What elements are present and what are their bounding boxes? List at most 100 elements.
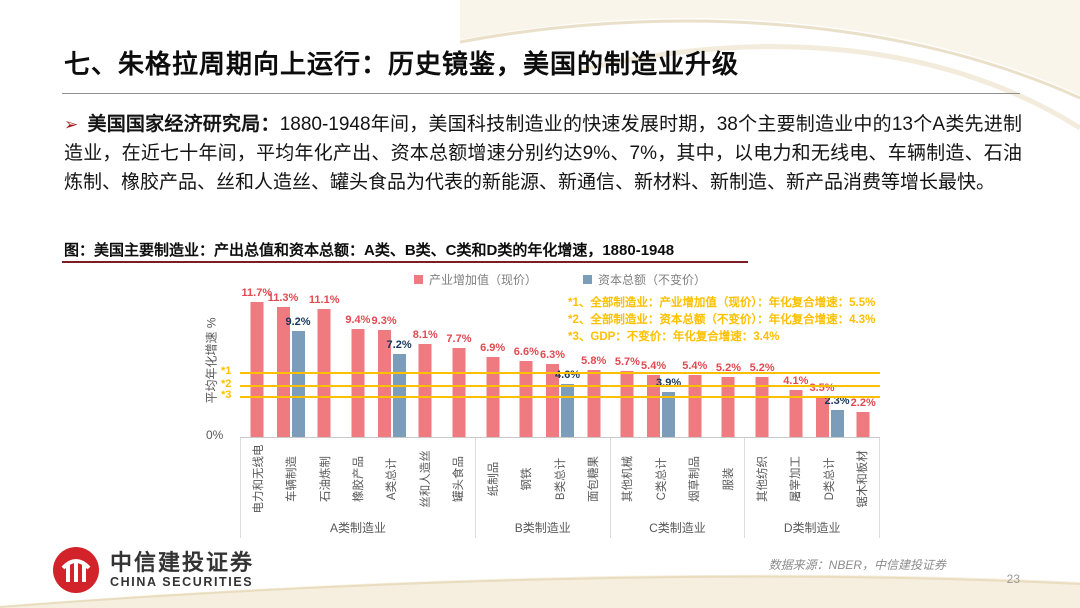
bar-output (546, 364, 560, 437)
bar-value-label-output: 2.2% (850, 396, 876, 409)
bar-pair (789, 389, 803, 437)
bar-value-label-output: 11.3% (267, 291, 299, 304)
category-label: 锯木和板材 (846, 438, 879, 519)
bar-slot: 7.7% (442, 287, 476, 437)
category-label-text: 其他纺织 (757, 455, 770, 502)
bar-output (815, 396, 829, 437)
bar-slot: 8.1% (408, 287, 442, 437)
bar-capital (662, 392, 676, 437)
category-label: C类总计 (644, 438, 677, 519)
category-label: 电力和无线电 (241, 438, 274, 519)
bar-pair (587, 370, 601, 437)
group-label: C类制造业 (649, 521, 706, 535)
bar-capital (291, 330, 305, 437)
bar-output (620, 371, 634, 437)
bar-value-label-output: 5.2% (715, 362, 742, 374)
bar-output (647, 374, 661, 437)
y-axis-label: 平均年化增速 % (204, 317, 219, 404)
category-label-row: 纸制品 钢铁 B类总计 面包糖果 (476, 438, 610, 519)
page-title: 七、朱格拉周期向上运行：历史镜鉴，美国的制造业升级 (64, 49, 740, 79)
chart-annotations: *1、全部制造业：产业增加值（现价）：年化复合增速：5.5% *2、全部制造业：… (568, 295, 875, 346)
bar-value-label-output: 9.3% (371, 314, 397, 327)
legend-label: 资本总额（不变价） (598, 273, 707, 287)
bar-pair (647, 374, 676, 437)
group-label: A类制造业 (329, 521, 386, 535)
legend-label: 产业增加值（现价） (428, 273, 537, 287)
category-label: 车辆制造 (274, 438, 307, 519)
category-label: 丝和人造丝 (408, 438, 441, 519)
bar-output (377, 329, 391, 437)
bar-value-label-capital: 7.2% (386, 338, 412, 351)
category-label-text: 屠宰加工 (790, 455, 803, 502)
data-source-note: 数据来源：NBER，中信建投证券 (768, 558, 946, 572)
category-label: 纸制品 (476, 438, 509, 519)
category-label-text: B类总计 (554, 457, 567, 500)
category-label-text: 石油炼制 (319, 455, 332, 502)
category-label-text: 锯木和板材 (857, 449, 870, 508)
category-label-text: 橡胶产品 (352, 455, 365, 502)
chart-title: 图：美国主要制造业：产出总值和资本总额：A类、B类、C类和D类的年化增速，188… (64, 242, 675, 259)
bar-slot: 5.4% 3.9% (641, 287, 681, 437)
bar-value-label-output: 3.5% (809, 381, 835, 394)
bar-value-label-output: 11.7% (241, 287, 273, 299)
bar-value-label-output: 6.6% (513, 345, 539, 358)
chart-title-divider (62, 261, 748, 263)
chart-plot-area: 11.7% 11.3% 9.2% 11.1% 9.4% 9.3% 7.2% 8.1% 7.7% 6… (221, 287, 880, 437)
category-label: 其他纺织 (745, 438, 778, 519)
category-label-text: 丝和人造丝 (419, 449, 432, 508)
bar-pair (250, 302, 264, 437)
bar-capital (561, 383, 575, 437)
title-divider (62, 93, 1020, 94)
chart-legend: 产业增加值（现价） 资本总额（不变价） (240, 271, 880, 288)
bar-slot: 4.1% (779, 287, 813, 437)
logo-emblem-icon (53, 547, 99, 593)
bar-pair (755, 377, 769, 437)
bar-pair (856, 411, 870, 437)
bar-output (789, 389, 803, 437)
bar-pair (452, 348, 466, 437)
category-label-text: 面包糖果 (587, 455, 600, 502)
category-label-text: 钢铁 (521, 467, 534, 490)
group-block: 纸制品 钢铁 B类总计 面包糖果 B类制造业 (474, 438, 610, 538)
bar-output (688, 374, 702, 437)
group-label: B类制造业 (514, 521, 571, 535)
group-block: 电力和无线电 车辆制造 石油炼制 橡胶产品 A类总计 丝和人造丝 罐头食品 A类制造业 (240, 438, 475, 538)
reference-line-tag: *2 (221, 378, 232, 391)
y-axis-zero-tick: 0% (206, 428, 224, 442)
bar-pair (351, 328, 365, 437)
category-label: 其他机械 (611, 438, 644, 519)
category-label-row: 其他纺织 屠宰加工 D类总计 锯木和板材 (745, 438, 879, 519)
category-label-text: 罐头食品 (453, 455, 466, 502)
bar-pair (620, 371, 634, 437)
bar-value-label-output: 6.9% (480, 342, 506, 355)
category-label: 钢铁 (509, 438, 542, 519)
bar-value-label-output: 8.1% (412, 328, 438, 341)
bar-slot: 9.3% 7.2% (371, 287, 412, 437)
legend-item-output: 产业增加值（现价） (413, 271, 537, 288)
bar-slot: 2.2% (846, 287, 880, 437)
category-area: 电力和无线电 车辆制造 石油炼制 橡胶产品 A类总计 丝和人造丝 罐头食品 A类制造业 纸制品 钢… (240, 437, 881, 538)
bar-pair (519, 360, 533, 437)
bar-slot: 3.5% 2.3% (809, 287, 850, 437)
bar-slot: 11.1% (307, 287, 341, 437)
category-label-row: 其他机械 C类总计 烟草制品 服装 (611, 438, 745, 519)
category-label: 屠宰加工 (779, 438, 812, 519)
category-label-row: 电力和无线电 车辆制造 石油炼制 橡胶产品 A类总计 丝和人造丝 罐头食品 (241, 438, 475, 519)
bar-value-label-output: 6.3% (539, 349, 566, 362)
bar-value-label-output: 5.8% (581, 355, 607, 368)
category-label-text: 纸制品 (487, 461, 500, 496)
bar-value-label-output: 5.4% (641, 359, 667, 372)
bar-slot: 9.4% (341, 287, 375, 437)
bars-row: 11.7% 11.3% 9.2% 11.1% 9.4% 9.3% 7.2% 8.1% 7.7% 6… (240, 287, 880, 437)
category-label: A类总计 (375, 438, 408, 519)
group-block: 其他纺织 屠宰加工 D类总计 锯木和板材 D类制造业 (744, 438, 881, 538)
category-label: 烟草制品 (677, 438, 710, 519)
bar-value-label-output: 11.1% (308, 293, 340, 306)
category-label-text: 电力和无线电 (252, 444, 265, 513)
bar-slot: 6.9% (476, 287, 510, 437)
bar-value-label-output: 4.1% (783, 374, 809, 387)
logo-name-en: CHINA SECURITIES (110, 575, 254, 589)
bar-capital (392, 353, 406, 437)
bar-pair (721, 377, 735, 437)
